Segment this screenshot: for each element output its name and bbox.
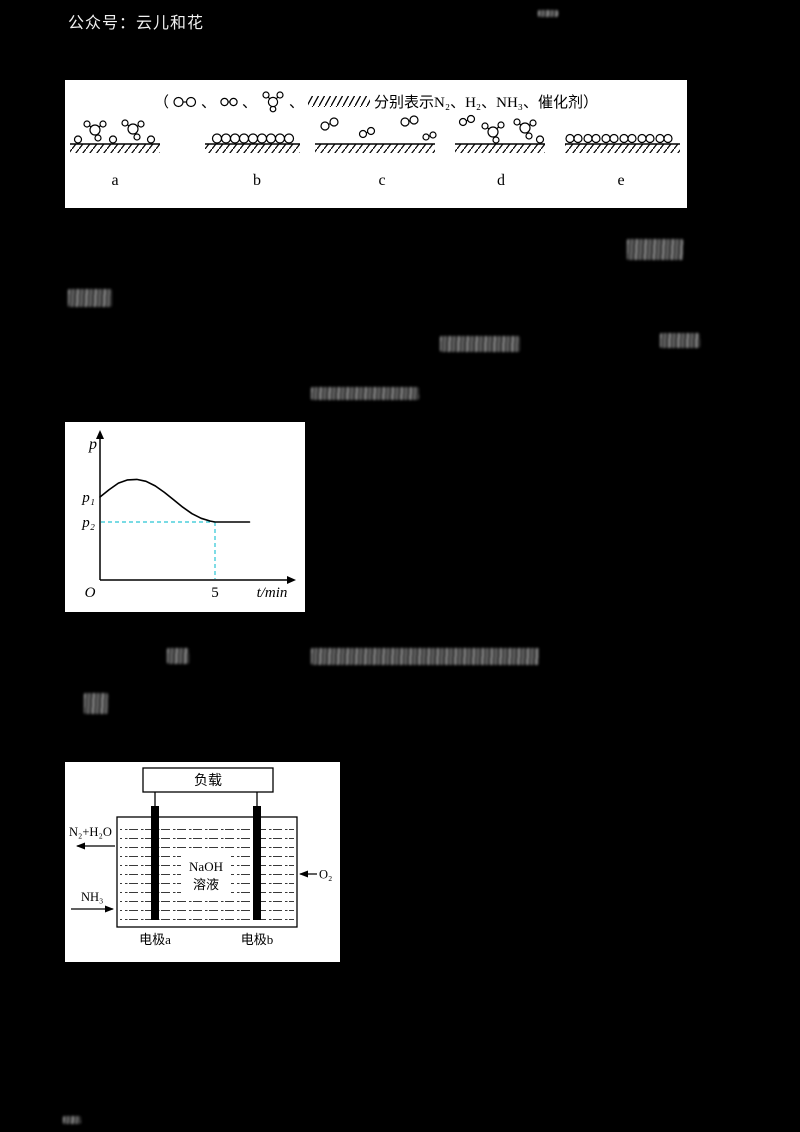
electrolyte-label-line1: NaOH	[189, 859, 223, 874]
illegible-text-mark	[167, 648, 189, 664]
nh3-molecule-icon	[262, 91, 284, 113]
stage-label-b: b	[253, 172, 261, 189]
electrode-a-label: 电极a	[139, 932, 171, 947]
illegible-text-mark	[660, 333, 700, 348]
watermark-label: 公众号：云儿和花	[68, 15, 205, 32]
electrode-a	[151, 806, 159, 920]
catalyst-surface-e	[565, 143, 680, 153]
electrolyte-label-backplate	[181, 854, 231, 896]
pressure-curve	[99, 478, 251, 523]
pressure-time-graph: p p₁ p₂ O 5 t/min	[65, 422, 305, 612]
x-axis-arrow-icon	[287, 576, 296, 584]
inlet-o2-label: O₂	[319, 868, 332, 882]
electrode-b	[253, 806, 261, 920]
catalyst-surface-d	[455, 143, 545, 153]
stage-b-molecules	[211, 133, 295, 144]
stage-label-d: d	[497, 172, 505, 189]
origin-label: O	[85, 585, 96, 601]
outlet-n2-h2o-label: N₂+H₂O	[69, 825, 112, 839]
illegible-text-mark	[627, 239, 683, 260]
molecule-legend-figure: （ 、 、 、	[65, 80, 687, 208]
illegible-text-mark	[440, 336, 520, 352]
x-tick-5: 5	[211, 585, 219, 601]
illegible-text-mark	[68, 289, 112, 307]
catalyst-surface-icon	[308, 96, 371, 107]
electrolyte-label-line2: 溶液	[193, 877, 219, 892]
stage-e-molecules	[565, 133, 673, 144]
stage-label-a: a	[111, 172, 118, 189]
load-label: 负载	[194, 773, 222, 789]
caption-separator: 、	[200, 95, 216, 111]
x-axis-label: t/min	[257, 585, 288, 601]
illegible-text-mark	[311, 387, 419, 400]
stage-d-molecules	[458, 114, 545, 144]
caption-text: 分别表示N₂、H₂、NH₃、催化剂）	[374, 95, 599, 111]
caption-separator: 、	[289, 95, 305, 111]
illegible-text-mark	[84, 693, 108, 714]
illegible-text-mark	[538, 10, 558, 17]
y-tick-p2: p₂	[81, 515, 95, 531]
n2-molecule-icon	[173, 96, 197, 107]
stage-a-molecules	[73, 119, 156, 144]
illegible-text-mark	[311, 648, 539, 665]
reaction-stages-diagram: a b c d e	[70, 114, 680, 189]
caption-separator: 、	[241, 95, 257, 111]
catalyst-surface-b	[205, 143, 300, 153]
load-box	[142, 767, 274, 793]
legend-caption: （ 、 、 、	[65, 80, 687, 113]
y-axis-label: p	[88, 436, 97, 453]
caption-open-paren: （	[153, 95, 169, 111]
fuel-cell-diagram: NaOH 溶液 负载 N₂+H₂O NH₃ O₂ 电极a 电极b	[65, 762, 340, 962]
catalyst-surface-c	[315, 143, 435, 153]
catalyst-surface-a	[70, 143, 160, 153]
stage-label-e: e	[617, 172, 624, 189]
stage-label-c: c	[378, 172, 385, 189]
electrode-b-label: 电极b	[241, 932, 274, 947]
h2-molecule-icon	[220, 97, 238, 106]
y-tick-p1: p₁	[81, 490, 95, 506]
inlet-nh3-label: NH₃	[81, 890, 103, 904]
stage-c-molecules	[320, 115, 437, 141]
illegible-text-mark	[63, 1116, 81, 1124]
y-axis-arrow-icon	[96, 430, 104, 439]
